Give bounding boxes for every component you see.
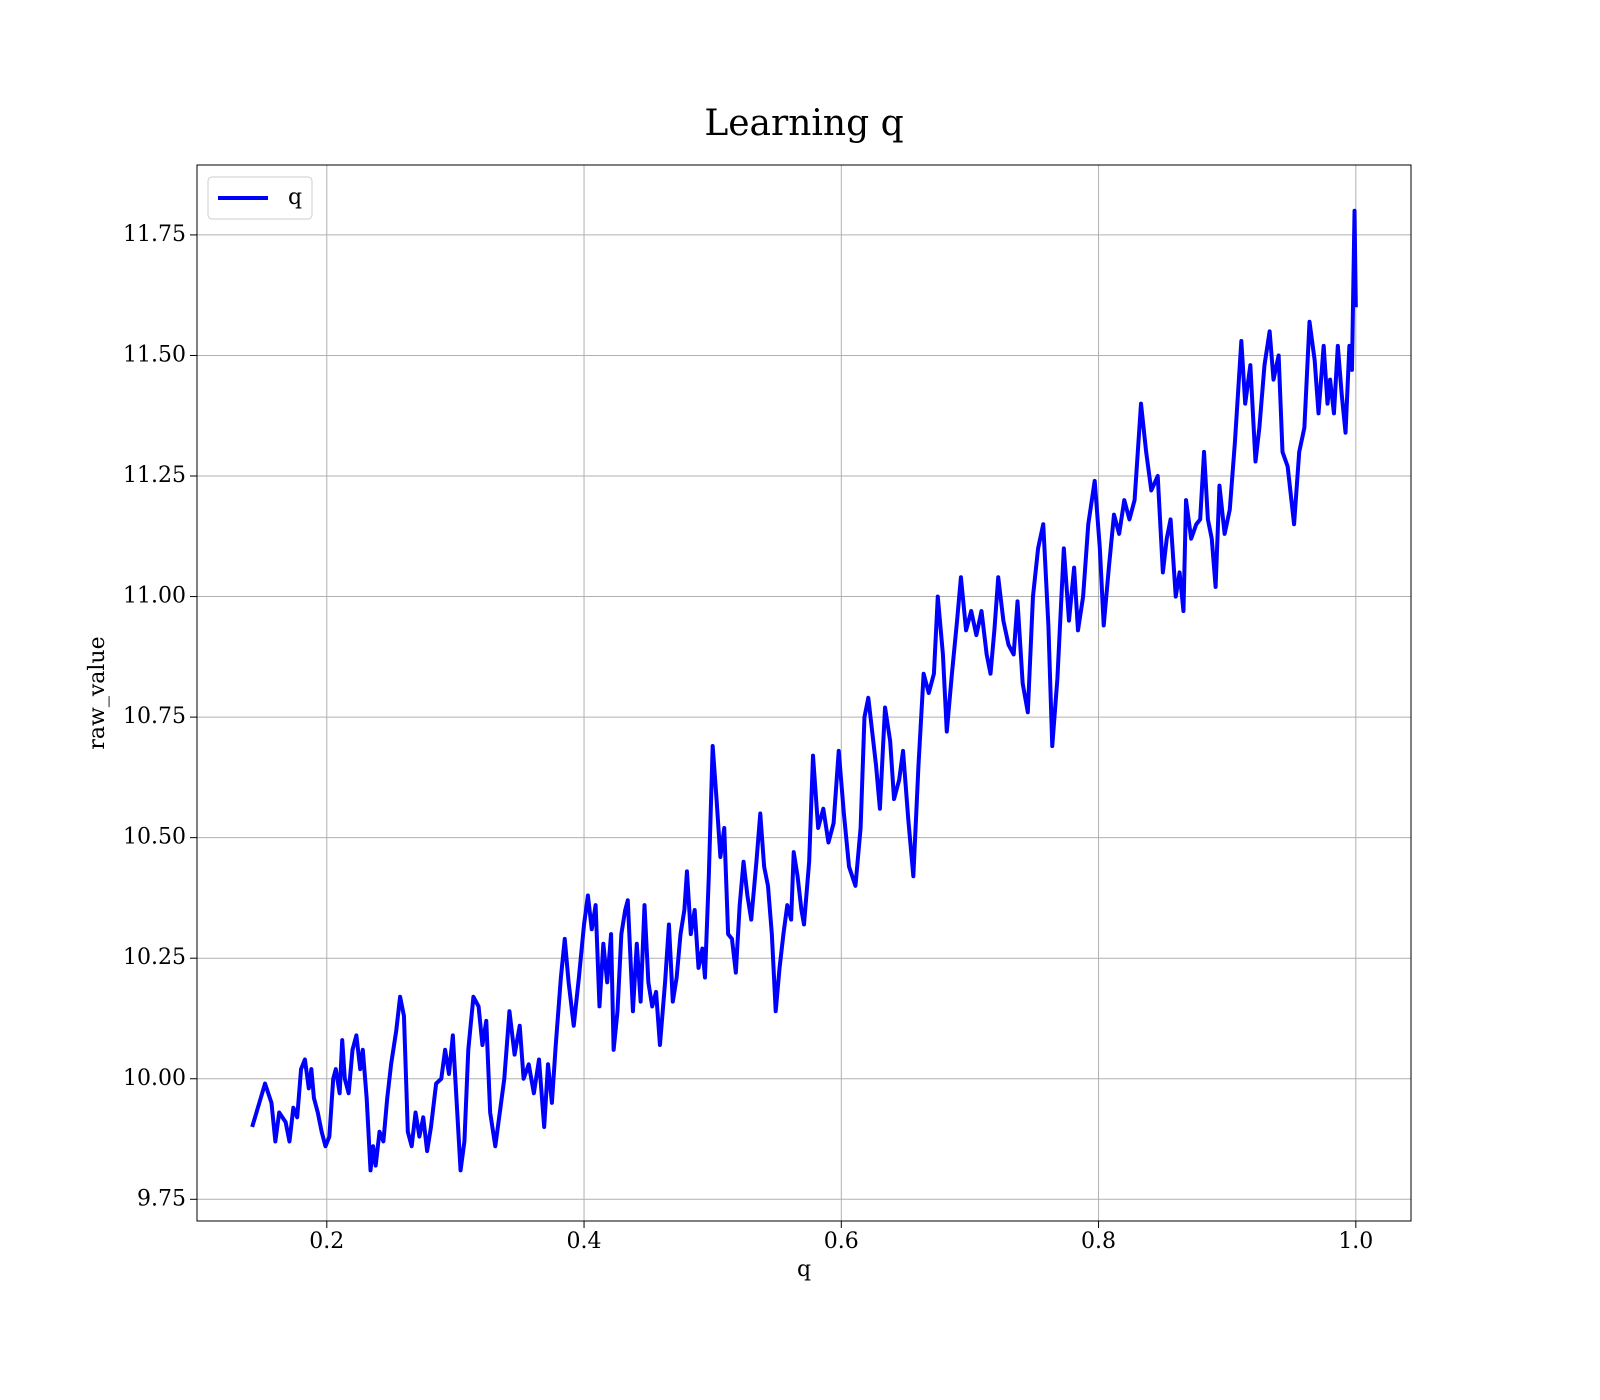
- plot-frame: [196, 164, 1412, 1222]
- y-tick-label: 10.00: [123, 1066, 186, 1091]
- x-tick-label: 1.0: [1338, 1229, 1373, 1254]
- x-tick-label: 0.4: [567, 1229, 602, 1254]
- chart-title: Learning q: [704, 103, 903, 144]
- y-tick-label: 9.75: [137, 1186, 186, 1211]
- data-line: [250, 208, 1358, 1173]
- y-axis-label: raw_value: [85, 636, 110, 749]
- x-axis-label: q: [797, 1257, 811, 1282]
- y-tick-label: 10.25: [123, 945, 186, 970]
- x-tick-label: 0.8: [1081, 1229, 1116, 1254]
- y-tick-label: 10.75: [123, 704, 186, 729]
- y-tick-label: 11.25: [123, 463, 186, 488]
- x-tick-label: 0.6: [824, 1229, 859, 1254]
- y-tick-label: 10.50: [123, 825, 186, 850]
- legend-label: q: [288, 185, 302, 210]
- y-tick-label: 11.50: [123, 342, 186, 367]
- y-tick-label: 11.00: [123, 584, 186, 609]
- y-tick-label: 11.75: [123, 222, 186, 247]
- legend: q: [207, 176, 313, 220]
- x-tick-label: 0.2: [309, 1229, 344, 1254]
